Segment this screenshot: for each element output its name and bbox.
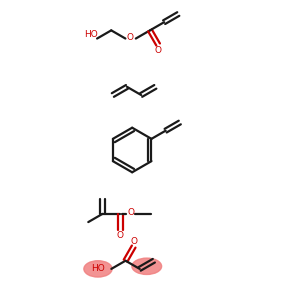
- Text: HO: HO: [91, 264, 105, 273]
- Text: O: O: [127, 208, 134, 217]
- Text: O: O: [127, 33, 134, 42]
- Text: O: O: [130, 237, 137, 246]
- Ellipse shape: [132, 258, 162, 274]
- Text: HO: HO: [84, 30, 98, 39]
- Ellipse shape: [84, 261, 112, 277]
- Text: O: O: [154, 46, 162, 55]
- Text: O: O: [117, 231, 124, 240]
